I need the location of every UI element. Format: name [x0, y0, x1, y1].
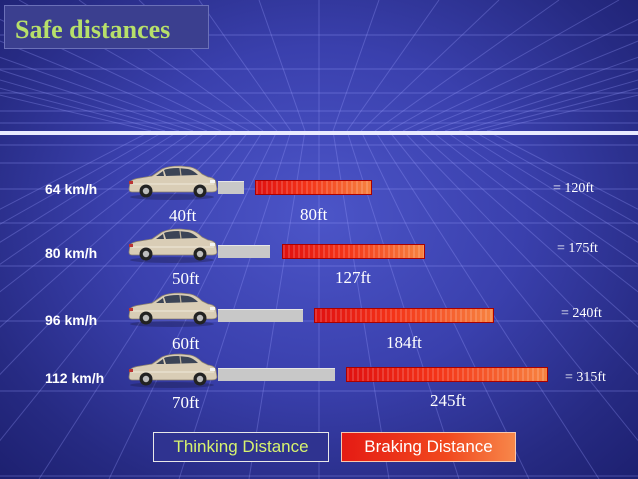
braking-bar [346, 367, 548, 382]
total-distance: = 240ft [561, 306, 602, 321]
car-icon [128, 292, 218, 327]
legend-thinking-distance: Thinking Distance [153, 432, 329, 462]
speed-label: 80 km/h [45, 245, 98, 261]
thinking-bar [218, 181, 244, 194]
braking-distance-label: 127ft [335, 268, 371, 287]
title-box: Safe distances [4, 5, 209, 49]
total-distance: = 120ft [553, 181, 594, 196]
braking-distance-label: 184ft [386, 333, 422, 352]
thinking-bar [218, 309, 303, 322]
thinking-bar [218, 368, 335, 381]
braking-bar [282, 244, 425, 259]
thinking-distance-label: 50ft [172, 269, 200, 288]
total-distance: = 175ft [557, 241, 598, 256]
legend-braking-distance: Braking Distance [341, 432, 516, 462]
horizon-line [0, 131, 638, 135]
car-icon [128, 353, 218, 388]
braking-bar [314, 308, 494, 323]
slide-title: Safe distances [15, 15, 171, 44]
total-distance: = 315ft [565, 370, 606, 385]
thinking-distance-label: 40ft [169, 206, 197, 225]
thinking-distance-label: 60ft [172, 334, 200, 353]
car-icon [128, 165, 218, 200]
speed-label: 64 km/h [45, 181, 98, 197]
braking-distance-label: 245ft [430, 391, 466, 410]
thinking-distance-label: 70ft [172, 393, 200, 412]
car-icon [128, 228, 218, 263]
braking-distance-label: 80ft [300, 205, 328, 224]
braking-bar [255, 180, 372, 195]
speed-label: 112 km/h [45, 370, 105, 386]
thinking-bar [218, 245, 270, 258]
speed-label: 96 km/h [45, 312, 98, 328]
